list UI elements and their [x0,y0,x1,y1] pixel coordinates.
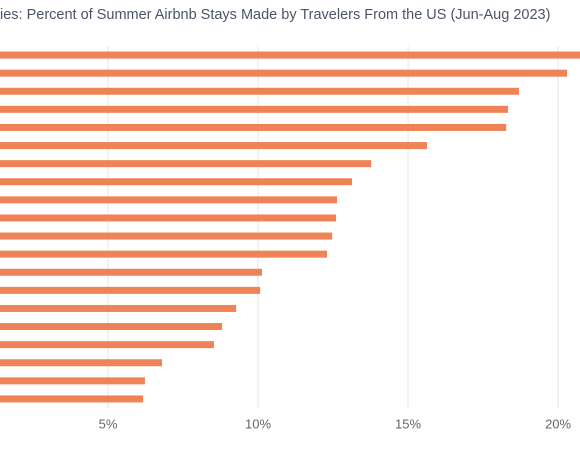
bar [0,268,262,276]
chart-title: ies: Percent of Summer Airbnb Stays Made… [0,7,550,23]
bar [0,359,163,367]
x-tick-label: 20% [545,416,571,431]
bar [0,160,372,168]
bar [0,250,328,258]
bar [0,304,237,312]
bar [0,105,508,113]
bar [0,323,223,331]
bar [0,69,568,77]
x-tick-label: 10% [245,416,271,431]
bar [0,123,507,131]
bar [0,395,144,403]
x-tick-label: 15% [395,416,421,431]
bar [0,178,352,186]
bar [0,341,214,349]
bar [0,142,427,150]
bar [0,51,580,59]
bar [0,232,333,240]
bar [0,377,145,385]
bar [0,214,337,222]
x-tick-label: 5% [99,416,118,431]
bar [0,196,337,204]
bar [0,286,261,294]
bar [0,87,520,95]
